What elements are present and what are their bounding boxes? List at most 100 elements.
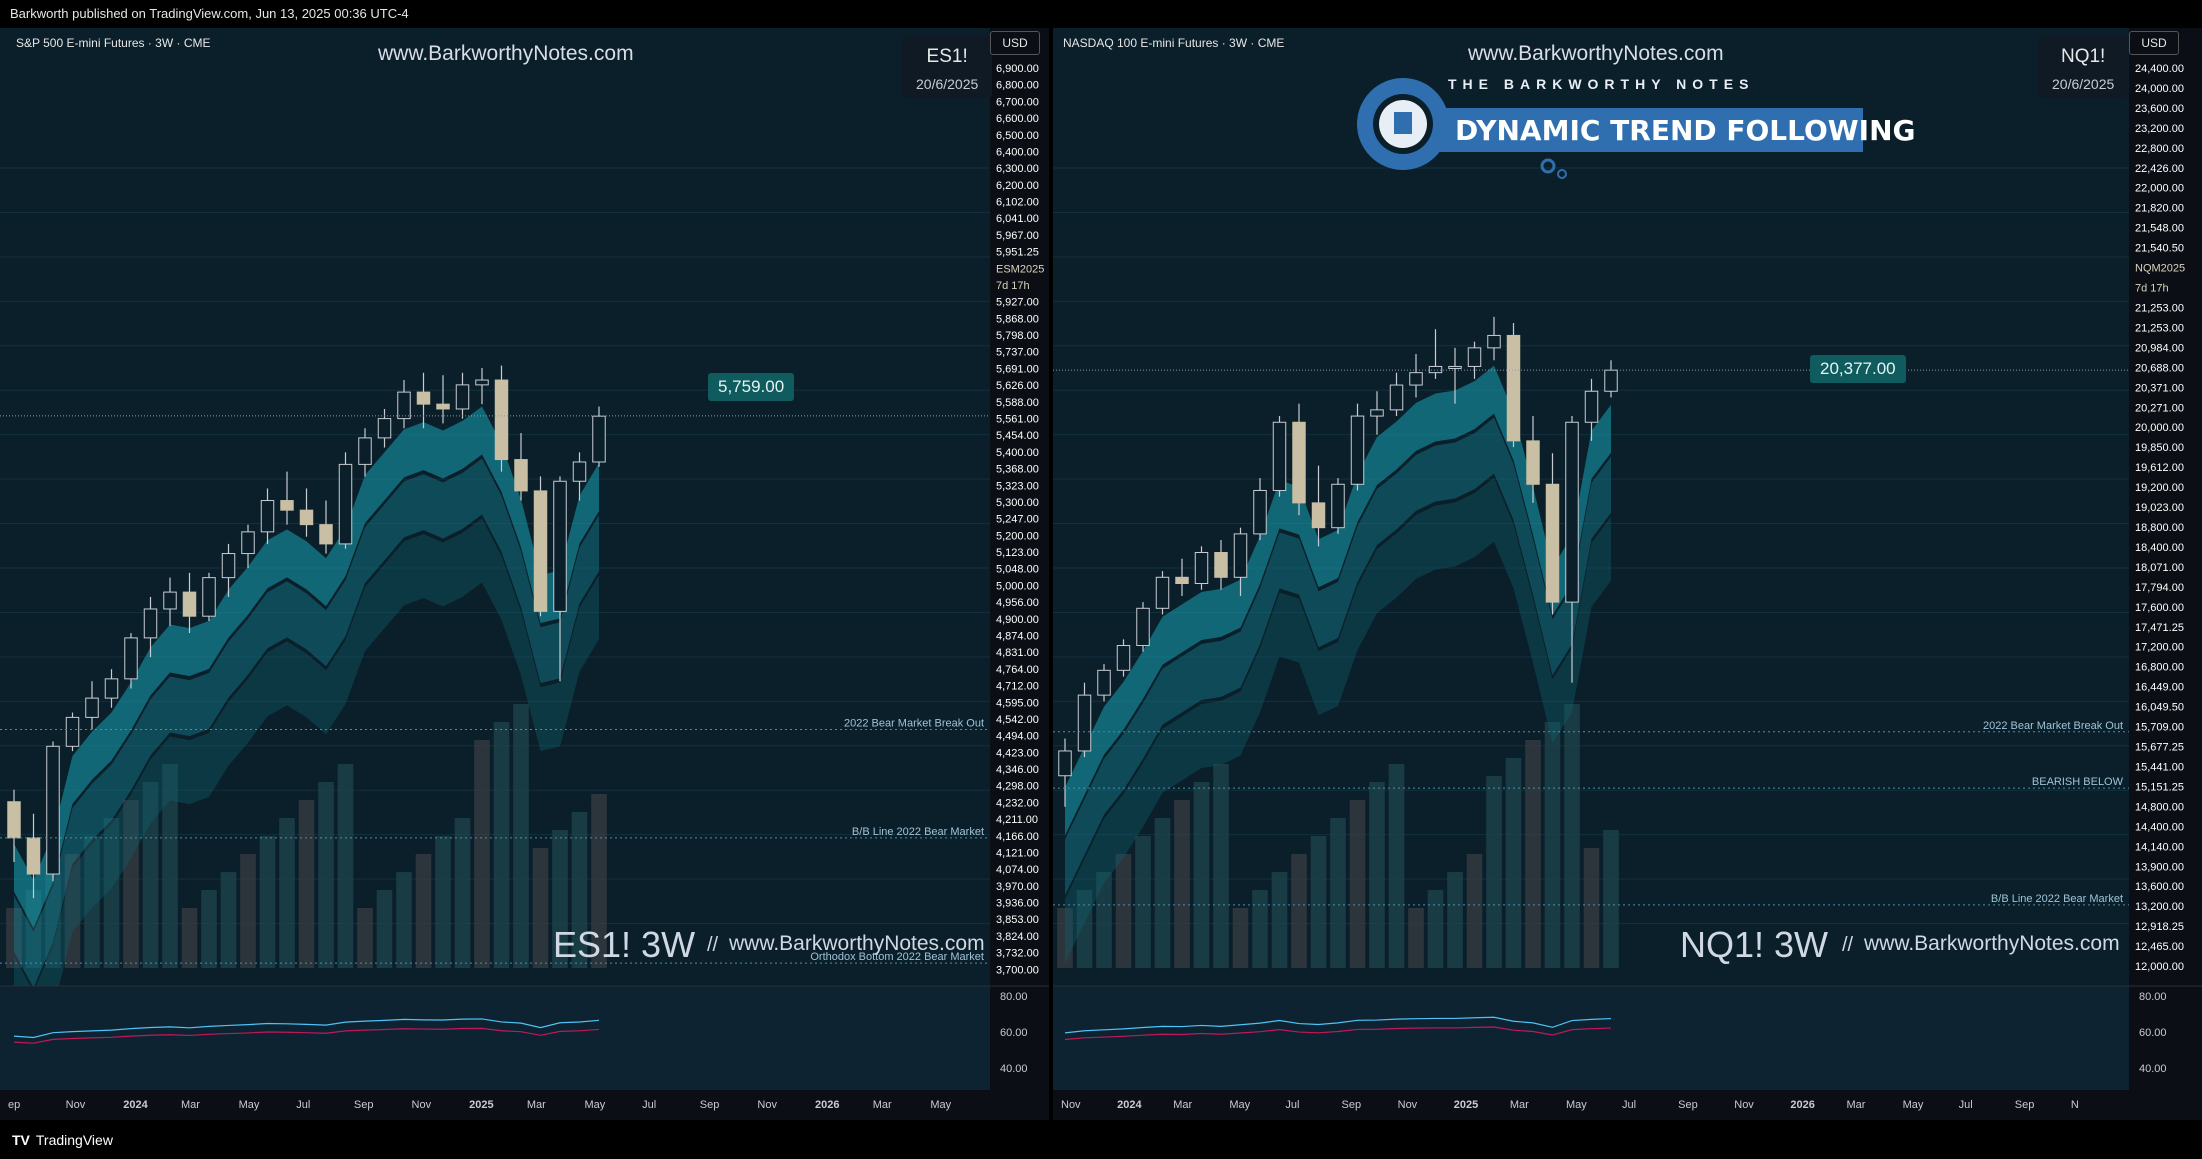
- price-label: 14,400.00: [2135, 821, 2184, 833]
- price-tag-bg: [2131, 959, 2198, 974]
- candle-body: [241, 531, 255, 555]
- candle-body: [1584, 390, 1599, 423]
- volume-bar: [435, 836, 451, 968]
- publisher-text: Barkworth published on TradingView.com, …: [10, 6, 409, 21]
- time-label: Nov: [757, 1099, 777, 1111]
- price-label: 16,449.00: [2135, 682, 2184, 694]
- volume-bar: [1369, 782, 1385, 968]
- price-label: 5,000.00: [996, 580, 1039, 592]
- price-tag-bg: [2131, 839, 2198, 854]
- volume-bar: [415, 854, 432, 968]
- es-currency-button[interactable]: USD: [990, 31, 1040, 55]
- nq-chart-svg[interactable]: 2022 Bear Market Break Out BEARISH BELOW B…: [1053, 28, 2202, 1120]
- candle-body: [494, 379, 509, 461]
- price-tag-bg: [992, 111, 1045, 126]
- nq-symbol: NQ1!: [2060, 46, 2106, 67]
- price-tag-bg: [2131, 240, 2198, 255]
- nq-callout: 20,377.00: [1810, 355, 1906, 383]
- price-label: 5,868.00: [996, 313, 1039, 325]
- candle-body: [1409, 372, 1423, 386]
- price-tag-bg: [2131, 719, 2198, 734]
- volume-bar: [1291, 854, 1307, 968]
- price-label: 5,454.00: [996, 430, 1039, 442]
- time-label: Nov: [1398, 1099, 1418, 1111]
- price-tag-bg: [992, 511, 1045, 526]
- candle-body: [416, 391, 431, 405]
- candle-body: [455, 384, 470, 410]
- volume-bar: [1427, 890, 1444, 968]
- volume-bar: [1096, 872, 1112, 968]
- volume-bar: [1330, 818, 1346, 968]
- price-label: 23,600.00: [2135, 103, 2184, 115]
- price-tag-bg: [992, 161, 1045, 176]
- time-label: Nov: [1061, 1099, 1081, 1111]
- price-label: 4,542.00: [996, 714, 1039, 726]
- oscillator-bg: [1053, 986, 2129, 1090]
- osc-line-fast: [13, 1018, 600, 1039]
- price-label: 6,800.00: [996, 80, 1039, 92]
- nq-watermark-symbol: NQ1! 3W: [1680, 924, 1829, 965]
- price-tag-bg: [2131, 61, 2198, 75]
- volume-bar: [1310, 836, 1327, 968]
- price-label: 4,232.00: [996, 797, 1039, 809]
- osc-label: 60.00: [2139, 1027, 2167, 1039]
- price-label: 20,271.00: [2135, 402, 2184, 414]
- price-label: 21,548.00: [2135, 223, 2184, 235]
- time-label: Sep: [2015, 1099, 2035, 1111]
- price-label: 4,121.00: [996, 847, 1039, 859]
- time-label: May: [239, 1099, 260, 1111]
- price-tag-bg: [992, 912, 1045, 927]
- publisher-bar: Barkworth published on TradingView.com, …: [0, 0, 2202, 28]
- es-chart-svg[interactable]: 2022 Bear Market Break Out B/B Line 2022 …: [0, 28, 1049, 1120]
- volume-bar: [1271, 872, 1288, 968]
- price-label: 17,794.00: [2135, 582, 2184, 594]
- price-tag-bg: [992, 895, 1045, 910]
- price-label: 12,000.00: [2135, 961, 2184, 973]
- price-label: NQM2025: [2135, 263, 2185, 275]
- nq-currency-button[interactable]: USD: [2129, 31, 2179, 55]
- candle-body: [202, 577, 216, 617]
- price-label: 13,900.00: [2135, 861, 2184, 873]
- price-tag-bg: [2131, 360, 2198, 375]
- candle-body: [533, 490, 548, 612]
- price-tag-bg: [992, 211, 1045, 226]
- price-label: 5,400.00: [996, 447, 1039, 459]
- chart-pane-es[interactable]: 2022 Bear Market Break Out B/B Line 2022 …: [0, 28, 1049, 1120]
- price-label: 19,850.00: [2135, 442, 2184, 454]
- chart-pane-nq[interactable]: 2022 Bear Market Break Out BEARISH BELOW B…: [1053, 28, 2202, 1120]
- price-label: 5,967.00: [996, 230, 1039, 242]
- volume-bar: [318, 782, 334, 968]
- price-label: 4,166.00: [996, 831, 1039, 843]
- volume-bar: [357, 908, 373, 968]
- volume-bar: [571, 812, 588, 968]
- volume-bar: [1564, 704, 1580, 968]
- price-tag-bg: [2131, 919, 2198, 934]
- price-label: ESM2025: [996, 263, 1044, 275]
- price-label: 4,074.00: [996, 864, 1039, 876]
- time-label: 2024: [1117, 1099, 1142, 1111]
- volume-bar: [123, 800, 139, 968]
- price-tag-bg: [2131, 420, 2198, 435]
- time-label: Jul: [1622, 1099, 1636, 1111]
- candle-body: [143, 608, 158, 639]
- brand-logo: THE BARKWORTHY NOTES DYNAMIC TREND FOLLO…: [1338, 68, 1916, 188]
- price-label: 22,000.00: [2135, 183, 2184, 195]
- volume-bar: [240, 854, 256, 968]
- volume-bar: [103, 818, 120, 968]
- price-label: 14,800.00: [2135, 801, 2184, 813]
- price-tag-bg: [2131, 939, 2198, 954]
- candle-body: [124, 637, 138, 680]
- price-tag-bg: [2131, 320, 2198, 335]
- volume-bar: [376, 890, 393, 968]
- pane-divider[interactable]: [1049, 28, 1053, 1120]
- price-tag-bg: [992, 444, 1045, 459]
- time-label: N: [2071, 1099, 2079, 1111]
- price-label: 20,688.00: [2135, 362, 2184, 374]
- price-label: 18,400.00: [2135, 542, 2184, 554]
- candle-body: [299, 509, 314, 526]
- volume-bar: [454, 818, 471, 968]
- price-tag-bg: [992, 928, 1045, 943]
- candle-body: [221, 553, 236, 579]
- candle-body: [260, 500, 275, 533]
- time-label: Mar: [1846, 1099, 1865, 1111]
